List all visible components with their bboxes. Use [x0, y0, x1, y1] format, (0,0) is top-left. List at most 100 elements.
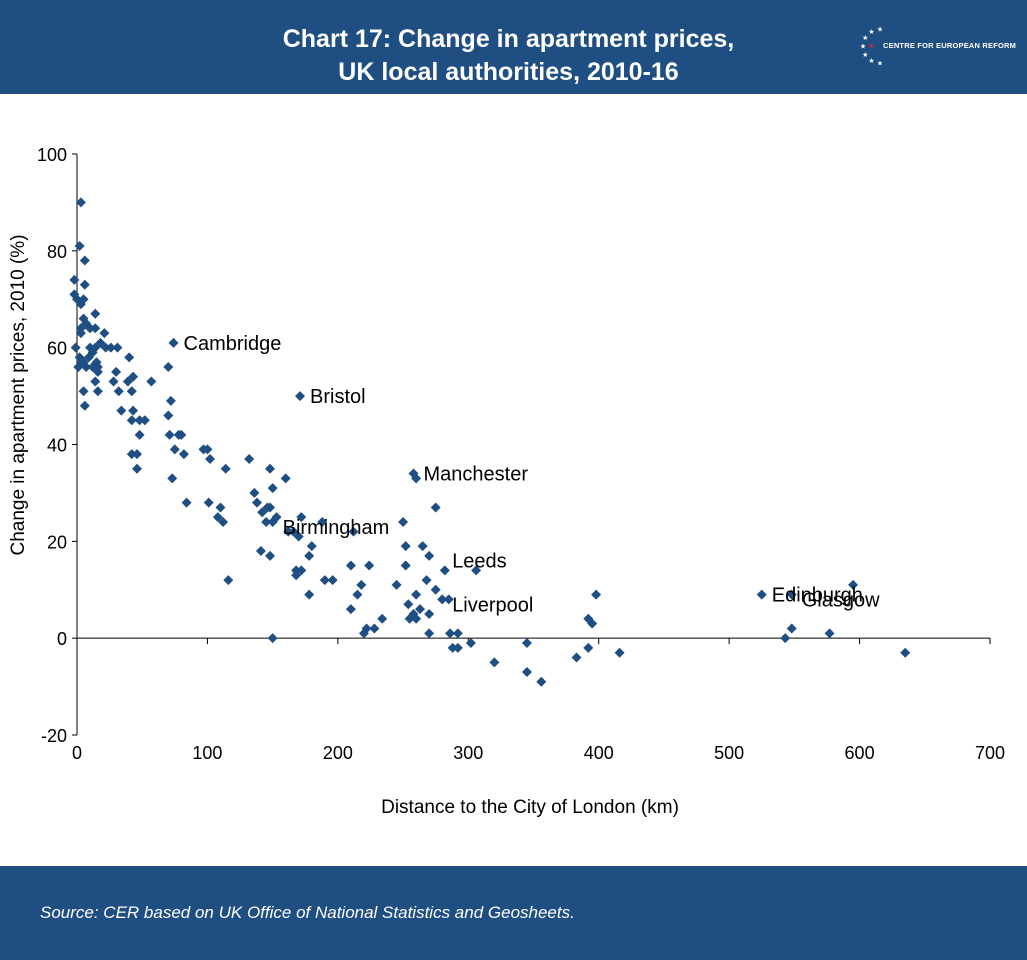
x-tick-label: 100 [192, 743, 222, 763]
data-point [134, 415, 145, 426]
data-point [352, 589, 363, 600]
data-point [78, 386, 89, 397]
data-point [79, 400, 90, 411]
city-label: Edinburgh [772, 585, 863, 607]
data-point [358, 628, 369, 639]
data-point [304, 589, 315, 600]
data-point [257, 507, 268, 518]
data-point [128, 371, 139, 382]
logo-accent-star: ★ [868, 42, 874, 50]
city-label: Cambridge [184, 333, 282, 355]
data-point [780, 633, 791, 644]
data-point [251, 497, 262, 508]
data-point [424, 608, 435, 619]
data-point [348, 526, 359, 537]
logo-star: ★ [860, 43, 866, 51]
x-tick-label: 400 [584, 743, 614, 763]
data-point [131, 463, 142, 474]
data-point [571, 652, 582, 663]
logo-star: ★ [868, 57, 874, 65]
data-point [203, 497, 214, 508]
data-point [411, 613, 422, 624]
data-point [521, 638, 532, 649]
data-point [92, 386, 103, 397]
data-point [583, 642, 594, 653]
data-point [105, 342, 116, 353]
data-point [212, 512, 223, 523]
data-point [69, 274, 80, 285]
y-tick-label: 20 [47, 532, 67, 552]
data-point [255, 546, 266, 557]
data-point [437, 594, 448, 605]
data-point [415, 604, 426, 615]
data-point [489, 657, 500, 668]
data-point [417, 541, 428, 552]
data-point [424, 550, 435, 561]
data-point [786, 623, 797, 634]
data-point [95, 337, 106, 348]
y-tick-label: 40 [47, 436, 67, 456]
data-point [424, 628, 435, 639]
data-point [398, 516, 409, 527]
city-label: Leeds [452, 551, 507, 573]
data-point [100, 342, 111, 353]
y-axis-label-wrap: Change in apartment prices, 2010 (%) [4, 160, 34, 630]
source-note: Source: CER based on UK Office of Nation… [40, 903, 575, 922]
city-label: Glasgow [802, 589, 880, 611]
data-point [218, 516, 229, 527]
data-point [452, 642, 463, 653]
data-point [223, 575, 234, 586]
data-point [128, 405, 139, 416]
x-tick-label: 300 [453, 743, 483, 763]
data-point [75, 197, 86, 208]
data-point [169, 444, 180, 455]
data-point [164, 429, 175, 440]
data-point [536, 676, 547, 687]
data-point [126, 415, 137, 426]
data-point [283, 526, 294, 537]
data-point [92, 366, 103, 377]
data-point [430, 584, 441, 595]
data-point [167, 473, 178, 484]
data-point [90, 376, 101, 387]
data-point [124, 352, 135, 363]
data-point [70, 342, 81, 353]
data-point [400, 541, 411, 552]
x-axis-label: Distance to the City of London (km) [381, 797, 679, 818]
data-point [421, 575, 432, 586]
cer-logo-text: CENTRE FOR EUROPEAN REFORM [883, 41, 1017, 50]
cer-logo: ★ ★ ★ ★ ★ ★ ★ ★ CENTRE FOR EUROPEAN REFORM [858, 24, 1018, 68]
data-point [345, 604, 356, 615]
data-point [134, 429, 145, 440]
city-label: Bristol [310, 386, 366, 408]
data-point [220, 463, 231, 474]
city-label: Liverpool [452, 594, 533, 616]
data-point [122, 376, 133, 387]
logo-star: ★ [868, 28, 874, 36]
data-point [411, 473, 422, 484]
data-point [404, 613, 415, 624]
data-point [288, 526, 299, 537]
data-point [90, 308, 101, 319]
data-point [465, 638, 476, 649]
data-point [411, 589, 422, 600]
data-point [614, 647, 625, 658]
chart-footer: Source: CER based on UK Office of Nation… [0, 866, 1027, 960]
data-point [113, 386, 124, 397]
data-point [176, 429, 187, 440]
data-point [131, 449, 142, 460]
data-point [391, 579, 402, 590]
data-point [587, 618, 598, 629]
data-point [280, 473, 291, 484]
data-point [265, 502, 276, 513]
data-point [126, 386, 137, 397]
data-point [205, 454, 216, 465]
data-point [81, 362, 92, 373]
data-point [265, 550, 276, 561]
data-point [439, 565, 450, 576]
data-point [265, 463, 276, 474]
data-point [87, 362, 98, 373]
y-tick-label: 0 [57, 629, 67, 649]
data-point [79, 279, 90, 290]
data-point [295, 391, 306, 402]
